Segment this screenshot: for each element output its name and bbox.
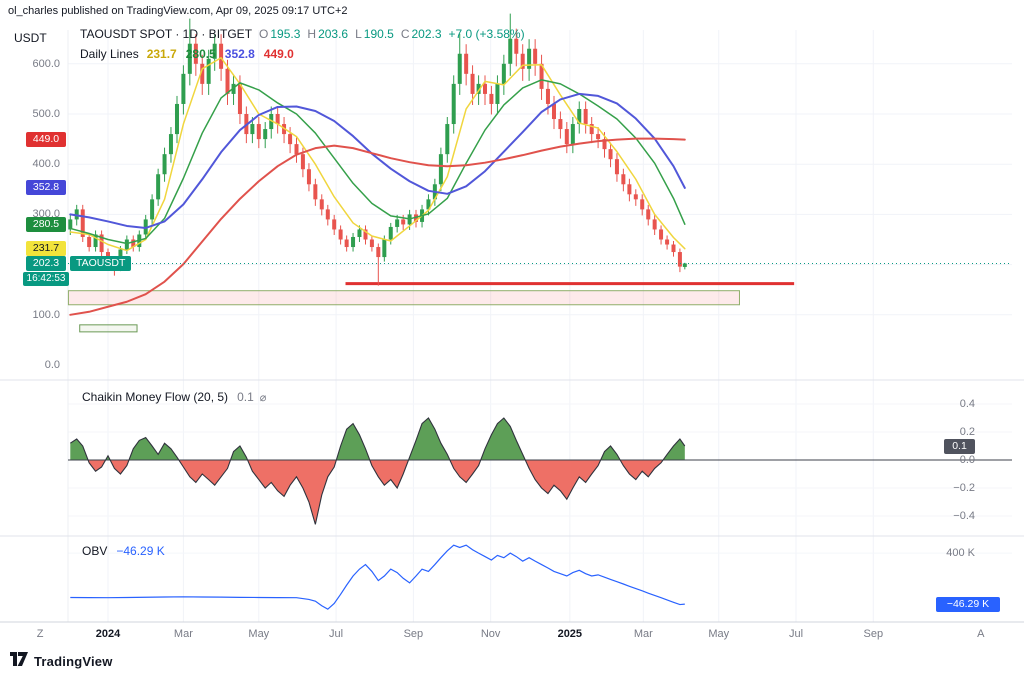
cmf-indicator-title[interactable]: Chaikin Money Flow (20, 5) bbox=[82, 390, 229, 404]
time-axis-label: May bbox=[708, 628, 730, 640]
time-axis-label: Sep bbox=[863, 628, 884, 640]
daily-line-3 bbox=[69, 92, 686, 229]
cmf-source-icon: ⌀ bbox=[259, 392, 267, 404]
time-axis-label: 2025 bbox=[557, 628, 583, 640]
time-axis-label: Sep bbox=[403, 628, 424, 640]
obv-indicator-title[interactable]: OBV bbox=[82, 544, 108, 558]
tradingview-logo-icon[interactable] bbox=[10, 652, 28, 671]
time-axis-label: Mar bbox=[173, 628, 193, 640]
ohlc-value: 202.3 bbox=[411, 27, 442, 41]
symbol-legend: TAOUSDT SPOT · 1D · BITGET O 195.3 H 203.6 L 1… bbox=[80, 27, 525, 41]
daily-lines-values: 231.7 280.5 352.8 449.0 bbox=[147, 47, 303, 61]
cmf-axis-label: −0.4 bbox=[953, 510, 975, 522]
cmf-value-badge: 0.1 bbox=[944, 438, 975, 454]
cmf-axis-label: −0.2 bbox=[953, 482, 975, 494]
daily-line-4 bbox=[69, 137, 686, 316]
demand-zone bbox=[67, 290, 740, 306]
ohlc-key: O bbox=[259, 27, 269, 41]
ohlc-value: 203.6 bbox=[318, 27, 349, 41]
cmf-axis-label: 0.2 bbox=[959, 426, 975, 438]
footer-brand[interactable]: TradingView bbox=[34, 654, 113, 669]
indicator-legend-daily-lines: Daily Lines 231.7 280.5 352.8 449.0 bbox=[80, 47, 303, 61]
obv-axis-label: 400 K bbox=[946, 547, 975, 560]
time-axis-label: Nov bbox=[480, 628, 501, 640]
daily-line-value: 231.7 bbox=[146, 47, 177, 61]
daily-line-2 bbox=[69, 79, 686, 245]
time-axis-label: Jul bbox=[329, 628, 344, 640]
price-axis-label: 0.0 bbox=[44, 359, 60, 371]
price-axis-badge: 231.7 bbox=[26, 241, 66, 257]
ohlc-key: C bbox=[400, 27, 410, 41]
price-axis-label: 400.0 bbox=[32, 158, 60, 171]
time-axis-label: Z bbox=[36, 628, 44, 640]
time-axis-label: Mar bbox=[633, 628, 653, 640]
ohlc-key: H bbox=[307, 27, 317, 41]
price-axis-label: 100.0 bbox=[32, 308, 60, 321]
ohlc-value: 195.3 bbox=[270, 27, 301, 41]
price-axis-unit: USDT bbox=[14, 31, 47, 45]
ohlc-values: O 195.3 H 203.6 L 190.5 C 202.3 bbox=[252, 27, 442, 41]
time-axis-label: Jul bbox=[788, 628, 804, 640]
symbol-price-tag: TAOUSDT bbox=[70, 255, 132, 271]
price-axis-label: 600.0 bbox=[32, 57, 60, 70]
price-axis-badge: 352.8 bbox=[26, 180, 66, 196]
cmf-negative-area bbox=[70, 460, 685, 525]
daily-line-value: 280.5 bbox=[185, 47, 216, 61]
daily-line-value: 352.8 bbox=[224, 47, 255, 61]
bar-close-countdown: 16:42:53 bbox=[23, 271, 69, 286]
footer: TradingView bbox=[10, 652, 113, 671]
symbol-title[interactable]: TAOUSDT SPOT · 1D · BITGET bbox=[80, 27, 253, 41]
obv-pane-legend: OBV −46.29 K bbox=[82, 544, 165, 558]
price-axis-badge: 202.3 bbox=[26, 255, 66, 271]
price-axis-badge: 449.0 bbox=[26, 132, 66, 148]
cmf-axis-label: 0.4 bbox=[959, 398, 975, 410]
price-axis-label: 500.0 bbox=[32, 108, 60, 120]
daily-lines-title[interactable]: Daily Lines bbox=[80, 47, 139, 61]
ohlc-value: 190.5 bbox=[363, 27, 394, 41]
price-change: +7.0 (+3.58%) bbox=[448, 27, 525, 41]
time-axis-label: 2024 bbox=[95, 628, 121, 640]
cmf-axis-label: 0.0 bbox=[959, 454, 975, 466]
daily-line-value: 449.0 bbox=[263, 47, 294, 61]
obv-line bbox=[70, 544, 685, 610]
obv-value-badge: −46.29 K bbox=[936, 596, 1000, 612]
daily-line-1 bbox=[69, 57, 686, 252]
time-axis-label: May bbox=[248, 628, 270, 640]
cmf-indicator-value: 0.1 bbox=[237, 390, 254, 404]
price-axis-badge: 280.5 bbox=[26, 216, 66, 232]
lower-zone bbox=[79, 324, 138, 333]
time-axis-label: A bbox=[977, 628, 985, 640]
obv-indicator-value: −46.29 K bbox=[116, 544, 165, 558]
cmf-pane-legend: Chaikin Money Flow (20, 5) 0.1 ⌀ bbox=[82, 390, 266, 404]
cmf-line bbox=[69, 417, 686, 525]
cmf-positive-area bbox=[70, 418, 685, 460]
ohlc-key: L bbox=[355, 27, 362, 41]
publish-line: ol_charles published on TradingView.com,… bbox=[8, 5, 348, 17]
